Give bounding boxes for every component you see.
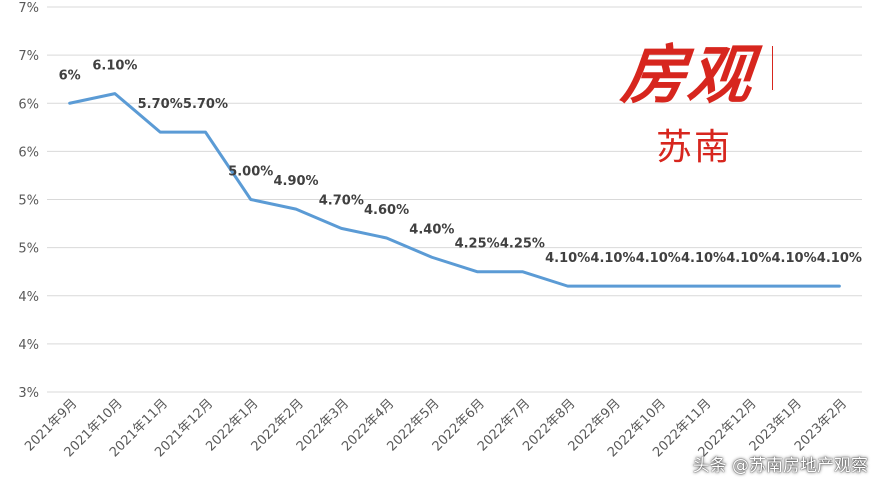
data-label: 4.25% [500, 237, 545, 252]
data-label: 4.10% [545, 251, 590, 266]
logo-main-text: 房观 [618, 38, 758, 113]
series-line [68, 92, 841, 288]
data-label: 4.90% [273, 174, 318, 189]
data-label: 4.70% [319, 193, 364, 208]
data-label: 6.10% [92, 59, 137, 74]
data-label: 6% [59, 68, 81, 83]
brand-logo: 房观 苏南 [618, 38, 782, 180]
data-label: 4.10% [681, 251, 726, 266]
data-label: 4.25% [455, 237, 500, 252]
y-tick-label: 5% [18, 194, 39, 209]
y-tick-label: 6% [18, 97, 39, 112]
data-label: 5.70% [138, 97, 183, 112]
y-tick-label: 4% [18, 290, 39, 305]
logo-sub-text: 苏南 [656, 127, 733, 168]
data-label: 4.10% [636, 251, 681, 266]
y-tick-label: 7% [18, 1, 39, 16]
y-tick-label: 3% [18, 386, 39, 401]
y-tick-label: 7% [18, 49, 39, 64]
watermark-text: 头条 @苏南房地产观察 [692, 456, 868, 476]
y-tick-label: 6% [18, 145, 39, 160]
data-label: 4.10% [590, 251, 635, 266]
data-label: 5.00% [228, 165, 273, 180]
data-label: 4.10% [726, 251, 771, 266]
data-label: 4.10% [817, 251, 862, 266]
logo-seal-mark [772, 46, 781, 90]
y-tick-label: 5% [18, 242, 39, 257]
y-tick-label: 4% [18, 338, 39, 353]
data-label: 4.40% [409, 222, 454, 237]
data-label: 4.60% [364, 203, 409, 218]
data-label: 4.10% [772, 251, 817, 266]
data-label: 5.70% [183, 97, 228, 112]
